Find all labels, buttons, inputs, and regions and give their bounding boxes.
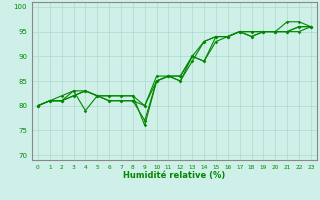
X-axis label: Humidité relative (%): Humidité relative (%) <box>123 171 226 180</box>
